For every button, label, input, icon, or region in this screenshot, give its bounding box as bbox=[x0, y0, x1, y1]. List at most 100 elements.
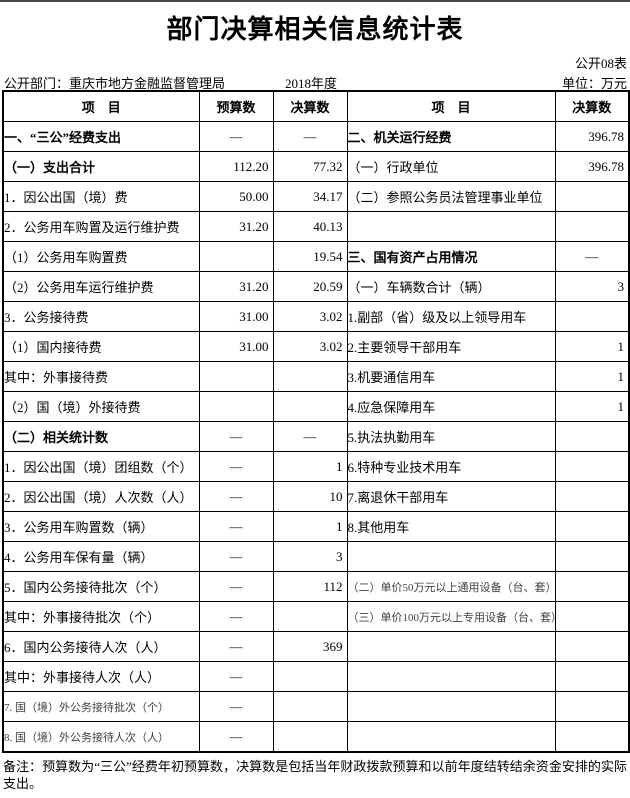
budget-value-cell: — bbox=[198, 511, 274, 542]
item-cell-left: 其中：外事接待人次（人） bbox=[2, 661, 200, 692]
final-value-cell-right bbox=[554, 481, 630, 512]
final-value-cell-left: — bbox=[272, 421, 348, 452]
final-value-cell-left: 34.17 bbox=[272, 181, 348, 212]
item-cell-right: 3.机要通信用车 bbox=[346, 361, 556, 392]
item-cell-right bbox=[346, 721, 556, 753]
final-value-cell-right bbox=[554, 541, 630, 572]
item-cell-right: 1.副部（省）级及以上领导用车 bbox=[346, 301, 556, 332]
item-cell-right bbox=[346, 661, 556, 692]
final-value-cell-right bbox=[554, 421, 630, 452]
final-value-cell-left: 77.32 bbox=[272, 151, 348, 182]
budget-value-cell: — bbox=[198, 571, 274, 602]
final-value-cell-left bbox=[272, 661, 348, 692]
budget-value-cell bbox=[198, 391, 274, 422]
item-cell-left: （二）相关统计数 bbox=[2, 421, 200, 452]
budget-value-cell: 50.00 bbox=[198, 181, 274, 212]
table-row: （2）公务用车运行维护费 31.20 20.59 （一）车辆数合计（辆） 3 bbox=[2, 271, 630, 302]
final-value-cell-left: 19.54 bbox=[272, 241, 348, 272]
final-value-cell-right bbox=[554, 181, 630, 212]
final-value-cell-right: 396.78 bbox=[554, 151, 630, 182]
final-value-cell-right bbox=[554, 301, 630, 332]
final-value-cell-right bbox=[554, 571, 630, 602]
col-header-budget: 预算数 bbox=[198, 90, 274, 122]
table-row: 其中：外事接待人次（人） — bbox=[2, 661, 630, 692]
item-cell-right: 7.离退休干部用车 bbox=[346, 481, 556, 512]
final-value-cell-left: 112 bbox=[272, 571, 348, 602]
col-header-final-right: 决算数 bbox=[554, 90, 630, 122]
table-row: （1）公务用车购置费 19.54 三、国有资产占用情况 — bbox=[2, 241, 630, 272]
item-cell-left: 其中：外事接待费 bbox=[2, 361, 200, 392]
item-cell-left: 5．国内公务接待批次（个） bbox=[2, 571, 200, 602]
table-row: 2．因公出国（境）人次数（人） —10 7.离退休干部用车 bbox=[2, 481, 630, 512]
final-value-cell-right bbox=[554, 211, 630, 242]
budget-value-cell: — bbox=[198, 721, 274, 753]
item-cell-left: 1．因公出国（境）费 bbox=[2, 181, 200, 212]
budget-value-cell: — bbox=[198, 121, 274, 152]
item-cell-right: （三）单价100万元以上专用设备（台、套） bbox=[346, 601, 556, 632]
item-cell-right: （二）参照公务员法管理事业单位 bbox=[346, 181, 556, 212]
table-row: 其中：外事接待费 3.机要通信用车 1 bbox=[2, 361, 630, 392]
budget-value-cell: 31.00 bbox=[198, 301, 274, 332]
item-cell-right: 二、机关运行经费 bbox=[346, 121, 556, 152]
final-value-cell-left: — bbox=[272, 121, 348, 152]
final-value-cell-right: 1 bbox=[554, 331, 630, 362]
final-value-cell-right: 1 bbox=[554, 391, 630, 422]
final-value-cell-left: 20.59 bbox=[272, 271, 348, 302]
footnote: 备注：预算数为“三公”经费年初预算数，决算数是包括当年财政拨款预算和以前年度结转… bbox=[3, 759, 627, 791]
budget-value-cell: — bbox=[198, 661, 274, 692]
budget-value-cell: — bbox=[198, 631, 274, 662]
table-row: 8. 国（境）外公务接待人次（人） — bbox=[2, 721, 630, 753]
table-row: 3．公务用车购置数（辆） —1 8.其他用车 bbox=[2, 511, 630, 542]
table-code-label: 公开08表 bbox=[574, 56, 627, 71]
fiscal-year-label: 2018年度 bbox=[285, 76, 338, 91]
item-cell-left: 2．因公出国（境）人次数（人） bbox=[2, 481, 200, 512]
final-value-cell-right bbox=[554, 721, 630, 753]
item-cell-right bbox=[346, 541, 556, 572]
table-row: 1．因公出国（境）费 50.00 34.17 （二）参照公务员法管理事业单位 bbox=[2, 181, 630, 212]
final-value-cell-left: 369 bbox=[272, 631, 348, 662]
item-cell-left: （1）国内接待费 bbox=[2, 331, 200, 362]
budget-value-cell: 31.00 bbox=[198, 331, 274, 362]
final-value-cell-right bbox=[554, 661, 630, 692]
item-cell-left: 8. 国（境）外公务接待人次（人） bbox=[2, 721, 200, 753]
item-cell-left: （一）支出合计 bbox=[2, 151, 200, 182]
final-value-cell-left: 3.02 bbox=[272, 301, 348, 332]
final-value-cell-right: 3 bbox=[554, 271, 630, 302]
final-value-cell-left: 10 bbox=[272, 481, 348, 512]
final-value-cell-left bbox=[272, 391, 348, 422]
item-cell-left: 7. 国（境）外公务接待批次（个） bbox=[2, 691, 200, 722]
budget-value-cell: — bbox=[198, 541, 274, 572]
budget-value-cell bbox=[198, 361, 274, 392]
table-row: （一）支出合计 112.20 77.32 （一）行政单位 396.78 bbox=[2, 151, 630, 182]
item-cell-left: （2）国（境）外接待费 bbox=[2, 391, 200, 422]
final-value-cell-left bbox=[272, 691, 348, 722]
item-cell-left: 6．国内公务接待人次（人） bbox=[2, 631, 200, 662]
statistics-table: 项 目 预算数 决算数 项 目 决算数 一、“三公”经费支出 — — 二、机关运行经费… bbox=[2, 90, 630, 753]
budget-value-cell: 31.20 bbox=[198, 211, 274, 242]
final-value-cell-right: — bbox=[554, 241, 630, 272]
table-row: 2．公务用车购置及运行维护费 31.20 40.13 bbox=[2, 211, 630, 242]
final-value-cell-left: 40.13 bbox=[272, 211, 348, 242]
item-cell-left: 一、“三公”经费支出 bbox=[2, 121, 200, 152]
item-cell-right bbox=[346, 631, 556, 662]
final-value-cell-left bbox=[272, 721, 348, 753]
table-row: 5．国内公务接待批次（个） —112 （二）单价50万元以上通用设备（台、套） bbox=[2, 571, 630, 602]
item-cell-right: （一）行政单位 bbox=[346, 151, 556, 182]
col-header-item-left: 项 目 bbox=[2, 90, 200, 122]
final-value-cell-right bbox=[554, 691, 630, 722]
table-row: 其中：外事接待批次（个） — （三）单价100万元以上专用设备（台、套） bbox=[2, 601, 630, 632]
item-cell-left: 2．公务用车购置及运行维护费 bbox=[2, 211, 200, 242]
item-cell-left: （2）公务用车运行维护费 bbox=[2, 271, 200, 302]
final-value-cell-right bbox=[554, 601, 630, 632]
unit-label: 单位：万元 bbox=[561, 76, 627, 91]
budget-value-cell: — bbox=[198, 601, 274, 632]
table-row: 3．公务接待费 31.00 3.02 1.副部（省）级及以上领导用车 bbox=[2, 301, 630, 332]
table-row: 4．公务用车保有量（辆） —3 bbox=[2, 541, 630, 572]
table-row: 6．国内公务接待人次（人） —369 bbox=[2, 631, 630, 662]
budget-value-cell bbox=[198, 241, 274, 272]
department-label: 公开部门：重庆市地方金融监督管理局 bbox=[4, 76, 226, 91]
table-row: （1）国内接待费 31.00 3.02 2.主要领导干部用车 1 bbox=[2, 331, 630, 362]
budget-value-cell: 112.20 bbox=[198, 151, 274, 182]
item-cell-right: （二）单价50万元以上通用设备（台、套） bbox=[346, 571, 556, 602]
